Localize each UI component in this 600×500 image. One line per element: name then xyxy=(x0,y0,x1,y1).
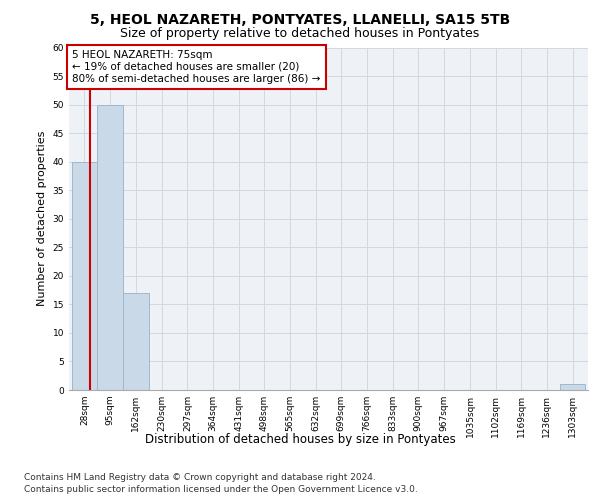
Bar xyxy=(560,384,586,390)
Text: 5 HEOL NAZARETH: 75sqm
← 19% of detached houses are smaller (20)
80% of semi-det: 5 HEOL NAZARETH: 75sqm ← 19% of detached… xyxy=(73,50,321,84)
Text: 5, HEOL NAZARETH, PONTYATES, LLANELLI, SA15 5TB: 5, HEOL NAZARETH, PONTYATES, LLANELLI, S… xyxy=(90,12,510,26)
Bar xyxy=(123,293,149,390)
Bar xyxy=(71,162,97,390)
Text: Contains HM Land Registry data © Crown copyright and database right 2024.: Contains HM Land Registry data © Crown c… xyxy=(24,472,376,482)
Bar xyxy=(97,104,123,390)
Text: Contains public sector information licensed under the Open Government Licence v3: Contains public sector information licen… xyxy=(24,485,418,494)
Text: Distribution of detached houses by size in Pontyates: Distribution of detached houses by size … xyxy=(145,432,455,446)
Y-axis label: Number of detached properties: Number of detached properties xyxy=(37,131,47,306)
Text: Size of property relative to detached houses in Pontyates: Size of property relative to detached ho… xyxy=(121,28,479,40)
